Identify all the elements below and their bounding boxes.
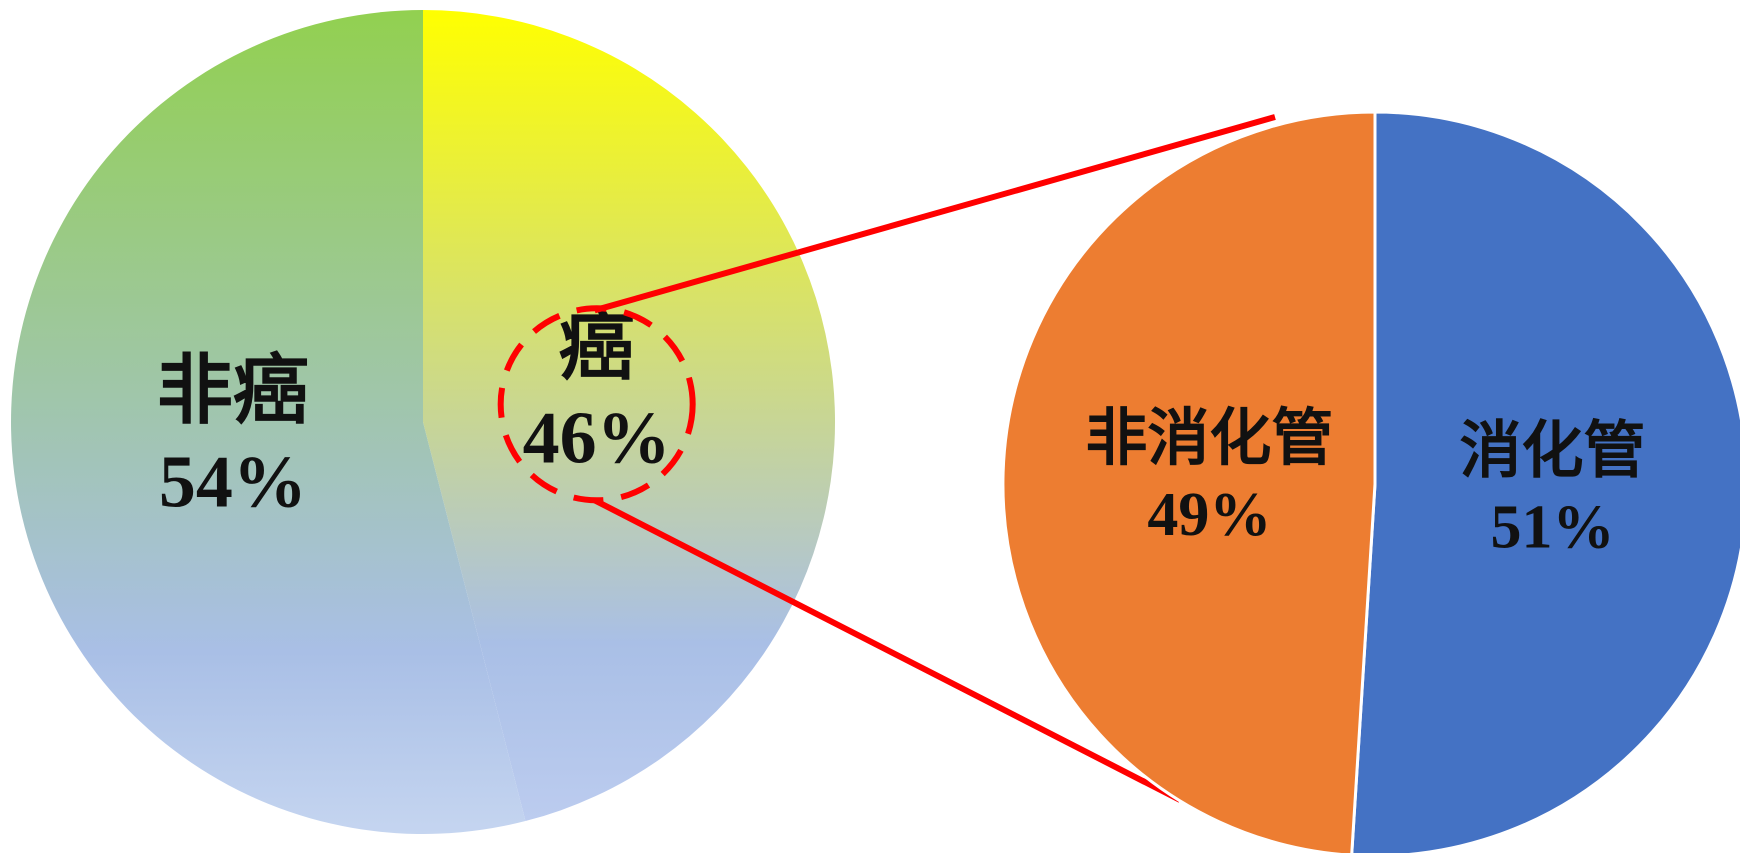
pie-slice-digestive[interactable] bbox=[1350, 110, 1740, 853]
connector-line-top bbox=[593, 114, 1276, 314]
slice-value-digestive: 51% bbox=[1490, 494, 1614, 562]
breakdown-connectors bbox=[593, 114, 1276, 803]
slice-label-cancer: 癌 bbox=[559, 301, 635, 390]
pie-slice-cancer[interactable] bbox=[423, 10, 836, 822]
slice-label-non-digestive: 非消化管 bbox=[1085, 401, 1333, 474]
slice-value-non-cancer: 54% bbox=[159, 441, 307, 523]
pie-slice-non-cancer[interactable] bbox=[11, 10, 526, 834]
connector-line-bottom bbox=[593, 497, 1182, 803]
slice-label-digestive: 消化管 bbox=[1459, 414, 1645, 487]
main-pie: 癌 46% 非癌 54% bbox=[11, 10, 836, 834]
secondary-pie: 消化管 51% 非消化管 49% bbox=[1001, 110, 1740, 853]
slice-value-cancer: 46% bbox=[523, 397, 671, 479]
slice-label-non-cancer: 非癌 bbox=[157, 345, 309, 434]
pie-slice-non-digestive[interactable] bbox=[1001, 110, 1377, 853]
slice-value-non-digestive: 49% bbox=[1147, 481, 1271, 549]
